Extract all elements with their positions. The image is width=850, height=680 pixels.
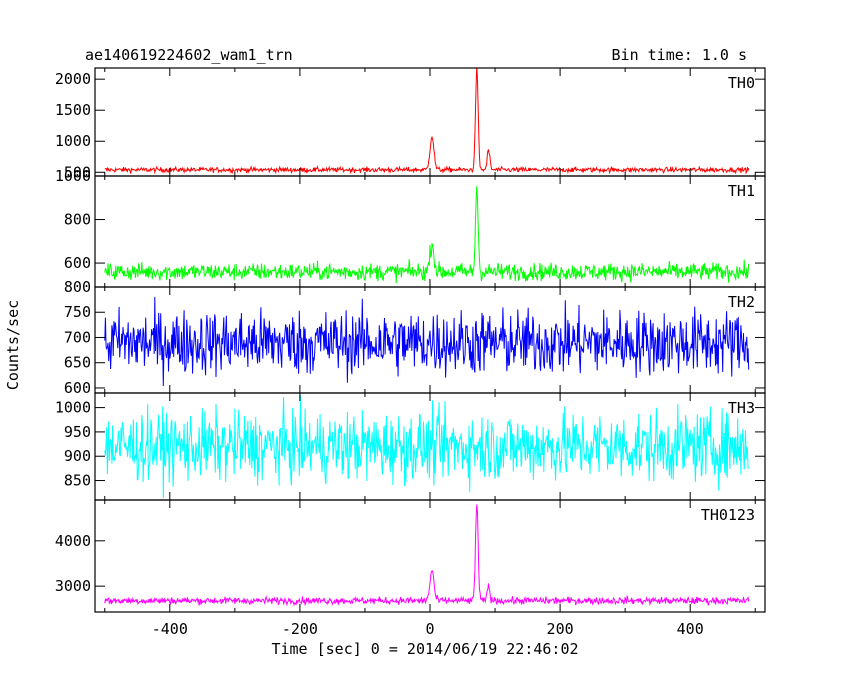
- panel-th2: 600 650 700 750 800 TH2: [64, 278, 766, 397]
- panel-label-th0: TH0: [728, 74, 755, 92]
- y-axis-label: Counts/sec: [4, 300, 22, 390]
- y-tick-label: 800: [64, 211, 91, 229]
- y-tick-label: 3000: [55, 577, 91, 595]
- x-axis-ticks: -400 -200 0 200 400: [152, 620, 704, 638]
- y-tick-label: 600: [64, 379, 91, 397]
- series-line-th2: [104, 296, 750, 387]
- panel-th0: 500 1000 1500 2000 TH0: [55, 67, 766, 181]
- y-tick-label: 900: [64, 447, 91, 465]
- y-tick-label: 950: [64, 423, 91, 441]
- bin-time-label: Bin time: 1.0 s: [612, 46, 747, 64]
- x-tick-label: 400: [677, 620, 704, 638]
- panel-th3: 850 900 950 1000 TH3: [55, 392, 766, 501]
- y-tick-label: 850: [64, 472, 91, 490]
- y-tick-label: 600: [64, 254, 91, 272]
- series-line-th0123: [104, 504, 750, 607]
- y-tick-label: 500: [64, 163, 91, 181]
- y-tick-label: 1500: [55, 101, 91, 119]
- y-tick-label: 1000: [55, 399, 91, 417]
- y-tick-label: 2000: [55, 70, 91, 88]
- y-tick-label: 700: [64, 328, 91, 346]
- series-line-th3: [104, 395, 750, 499]
- x-tick-label: -400: [152, 620, 188, 638]
- panel-label-th3: TH3: [728, 399, 755, 417]
- y-tick-label: 800: [64, 278, 91, 296]
- panel-frame: [94, 67, 766, 177]
- series-line-th0: [104, 68, 750, 175]
- series-line-th1: [104, 186, 750, 284]
- x-tick-label: 200: [547, 620, 574, 638]
- y-tick-label: 1000: [55, 132, 91, 150]
- panel-label-th1: TH1: [728, 182, 755, 200]
- y-tick-label: 4000: [55, 532, 91, 550]
- panel-label-th0123: TH0123: [701, 506, 755, 524]
- x-axis-label: Time [sec] 0 = 2014/06/19 22:46:02: [271, 640, 578, 658]
- y-tick-label: 1000: [55, 167, 91, 185]
- chart-title: ae140619224602_wam1_trn: [85, 46, 293, 64]
- y-tick-label: 750: [64, 303, 91, 321]
- panel-th0123: 3000 4000 TH0123: [55, 499, 766, 613]
- panel-frame: [94, 499, 766, 613]
- panel-label-th2: TH2: [728, 293, 755, 311]
- panel-th1: 600 800 1000 TH1: [55, 167, 766, 288]
- x-tick-label: 0: [425, 620, 434, 638]
- x-tick-label: -200: [282, 620, 318, 638]
- y-tick-label: 650: [64, 354, 91, 372]
